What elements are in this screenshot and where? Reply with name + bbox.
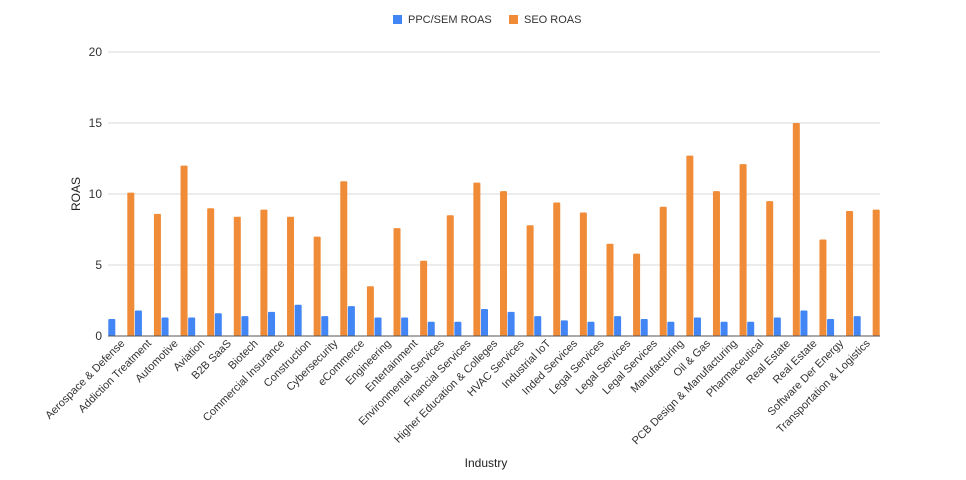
bar-seo (579, 212, 587, 336)
bar-seo (712, 191, 720, 336)
bar-ppc-sem (108, 318, 116, 336)
y-tick-label: 5 (95, 258, 102, 272)
y-tick-label: 15 (89, 116, 103, 130)
bar-seo (872, 209, 880, 336)
bar-seo (473, 182, 481, 336)
y-tick-label: 10 (89, 187, 103, 201)
bar-seo (393, 228, 401, 336)
bar-ppc-sem (693, 317, 701, 336)
bar-ppc-sem (214, 313, 222, 336)
bar-ppc-sem (614, 316, 622, 336)
bar-seo (739, 164, 747, 336)
bar-ppc-sem (374, 317, 382, 336)
bar-ppc-sem (347, 306, 355, 336)
bar-ppc-sem (827, 318, 835, 336)
y-tick-label: 0 (95, 329, 102, 343)
bar-ppc-sem (161, 317, 169, 336)
bar-ppc-sem (241, 316, 249, 336)
bar-ppc-sem (534, 316, 542, 336)
bar-seo (207, 208, 215, 336)
bar-seo (553, 202, 561, 336)
gridlines (108, 51, 880, 266)
bar-seo (633, 253, 641, 336)
bar-ppc-sem (321, 316, 329, 336)
bar-ppc-sem (667, 321, 675, 336)
bar-seo (287, 216, 295, 336)
bar-seo (526, 225, 534, 336)
bar-ppc-sem (134, 310, 142, 336)
bar-ppc-sem (773, 317, 781, 336)
x-axis-title: Industry (465, 456, 508, 470)
bar-ppc-sem (481, 309, 488, 336)
bar-seo (313, 236, 321, 336)
y-axis-ticks: 0 5 10 15 20 (89, 45, 103, 343)
bar-ppc-sem (507, 311, 515, 336)
legend-label: SEO ROAS (524, 14, 581, 26)
bar-seo (500, 191, 507, 336)
bar-seo (366, 286, 374, 336)
bar-seo (420, 260, 428, 336)
bars (108, 123, 880, 336)
bar-seo (233, 216, 241, 336)
bar-seo (819, 239, 827, 336)
bar-ppc-sem (560, 320, 568, 336)
bar-ppc-sem (401, 317, 409, 336)
bar-seo (180, 165, 188, 336)
bar-ppc-sem (747, 321, 755, 336)
bar-ppc-sem (587, 321, 595, 336)
bar-ppc-sem (268, 311, 276, 336)
legend-label: PPC/SEM ROAS (408, 14, 492, 26)
bar-seo (260, 209, 268, 336)
bar-seo (340, 181, 348, 336)
bar-seo (446, 215, 454, 336)
bar-seo (792, 123, 800, 336)
bar-seo (659, 206, 667, 336)
bar-ppc-sem (720, 321, 728, 336)
bar-ppc-sem (640, 318, 648, 336)
legend-swatch (509, 15, 518, 24)
y-axis-title: ROAS (69, 177, 83, 211)
bar-seo (686, 155, 694, 336)
bar-seo (846, 211, 854, 336)
legend: PPC/SEM ROAS SEO ROAS (393, 14, 581, 26)
bar-seo (153, 213, 161, 336)
bar-seo (766, 201, 774, 336)
bar-seo (606, 243, 614, 336)
bar-ppc-sem (800, 310, 808, 336)
bar-ppc-sem (188, 317, 196, 336)
bar-ppc-sem (294, 304, 302, 336)
legend-swatch (393, 15, 402, 24)
bar-ppc-sem (454, 321, 462, 336)
bar-ppc-sem (427, 321, 435, 336)
bar-ppc-sem (853, 316, 861, 336)
bar-seo (127, 192, 135, 336)
y-tick-label: 20 (89, 45, 103, 59)
